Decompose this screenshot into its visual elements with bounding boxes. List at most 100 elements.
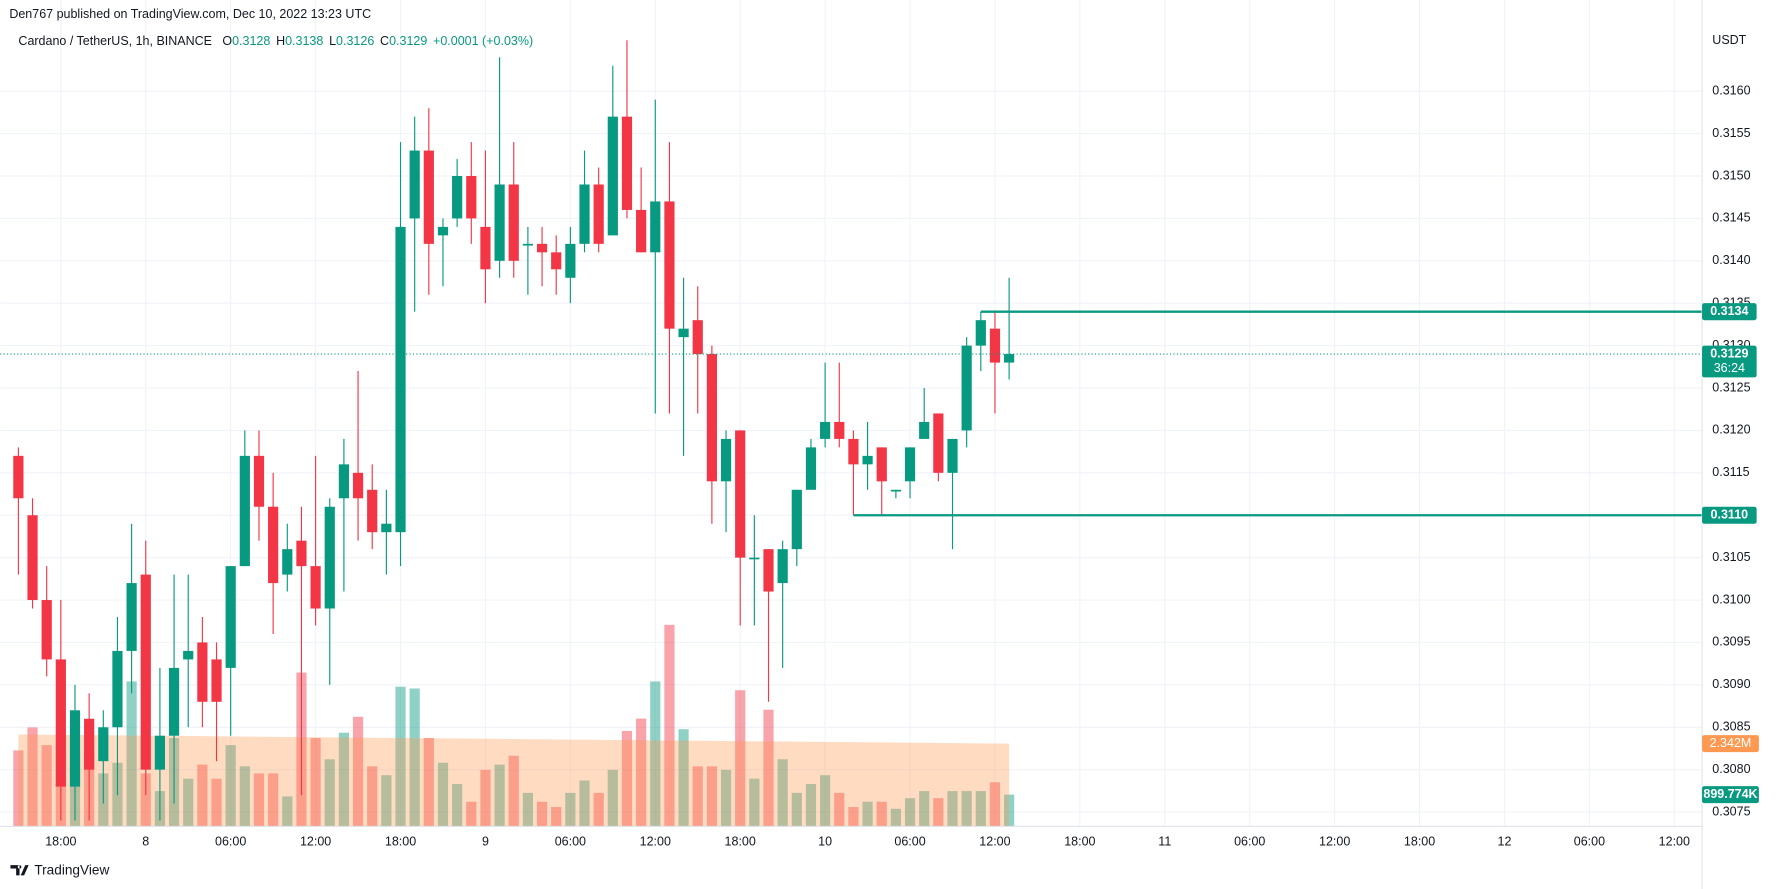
legend-label: C: [380, 34, 389, 48]
candle-body: [834, 421, 845, 439]
candle-body: [154, 735, 166, 770]
volume-bar: [551, 807, 562, 827]
volume-bar: [126, 681, 137, 827]
candle-body: [876, 447, 887, 482]
x-tick-label: 18:00: [45, 835, 76, 849]
volume-bar: [720, 769, 732, 827]
candle-body: [749, 557, 760, 560]
candle-body: [805, 447, 817, 490]
volume-bar: [239, 766, 250, 827]
candle-body: [27, 515, 38, 601]
volume-bar: [678, 729, 689, 827]
level-label-bg: [1702, 303, 1757, 321]
y-tick-label: 0.3115: [1712, 465, 1749, 479]
candle-body: [720, 438, 732, 482]
header: Den767 published on TradingView.com, Dec…: [9, 7, 371, 21]
volume-bar: [735, 690, 746, 827]
y-tick-label: 0.3100: [1712, 592, 1750, 606]
candle-body: [183, 650, 194, 660]
candle-body: [381, 523, 392, 533]
x-tick-label: 06:00: [555, 835, 586, 849]
volume-bar: [268, 773, 279, 827]
tradingview-logo: [10, 865, 29, 876]
current-price-label: 0.3129: [1710, 346, 1748, 360]
volume-bar: [763, 709, 774, 827]
volume-bar: [876, 801, 887, 827]
candle-body: [706, 354, 717, 482]
candle-body: [324, 506, 335, 609]
candle-body: [820, 421, 831, 439]
candle-body: [621, 116, 633, 210]
candle-body: [522, 243, 533, 246]
candle-body: [919, 421, 930, 439]
x-tick-label: 18:00: [725, 835, 756, 849]
x-tick-label: 12:00: [640, 835, 671, 849]
legend-label: H: [276, 34, 285, 48]
candle-body: [692, 320, 703, 355]
x-tick-label: 18:00: [1064, 835, 1095, 849]
legend-label: L: [329, 34, 336, 48]
volume-bar: [565, 792, 576, 827]
candle-body: [480, 226, 491, 270]
candle-body: [848, 438, 859, 465]
level-label-bg: [1702, 506, 1757, 524]
volume-bar: [692, 766, 703, 827]
candle-body: [310, 566, 321, 609]
volume-bar: [593, 792, 604, 827]
level-label: 0.3110: [1711, 508, 1749, 522]
candle-body: [197, 642, 208, 702]
candle-body: [607, 116, 618, 236]
current-price-bg: [1702, 345, 1757, 378]
overlay: [0, 310, 1703, 517]
volume-bar: [805, 784, 817, 827]
x-tick-label: 10: [818, 835, 832, 849]
candle-body: [466, 176, 477, 219]
y-tick-label: 0.3155: [1712, 126, 1750, 140]
volume-bar: [1004, 794, 1015, 827]
volume-bar: [890, 808, 901, 827]
volume-bar: [791, 792, 802, 827]
y-tick-label: 0.3160: [1712, 83, 1750, 97]
candle-body: [112, 650, 123, 728]
volume-bar: [834, 792, 845, 827]
y-tick-label: 0.3140: [1712, 253, 1750, 267]
volume-bar: [947, 791, 958, 827]
candle-body: [791, 489, 802, 550]
candle-body: [352, 472, 364, 499]
candles: [13, 40, 1015, 821]
candle-body: [395, 226, 406, 533]
y-tick-label: 0.3145: [1712, 211, 1750, 225]
volume-bar: [777, 759, 788, 827]
candle-body: [84, 718, 95, 770]
candle-body: [947, 438, 958, 473]
candle-body: [13, 455, 24, 499]
candle-body: [551, 252, 562, 270]
volume-bar: [324, 759, 335, 827]
candle-body: [437, 226, 449, 236]
volume-bar: [437, 762, 449, 827]
candle-body: [55, 659, 66, 787]
candle-body: [282, 549, 293, 575]
volume-bar: [409, 688, 420, 827]
volume-bar: [961, 791, 972, 827]
currency-bg: [1703, 31, 1783, 53]
candle-body: [41, 600, 52, 660]
volume-bar: [211, 778, 222, 827]
volume-bar: [352, 716, 364, 827]
x-tick-label: 06:00: [1574, 835, 1605, 849]
candle-body: [664, 201, 675, 329]
candle-body: [409, 150, 420, 219]
x-tick-label: 12:00: [1319, 835, 1350, 849]
footer: TradingView: [34, 862, 109, 877]
volume-bar: [338, 732, 350, 827]
y-tick-label: 0.3120: [1712, 423, 1750, 437]
volume-bar: [904, 798, 916, 827]
candle-body: [452, 176, 463, 219]
volume-bar: [650, 681, 661, 827]
volume-bar: [282, 796, 293, 827]
candle-body: [253, 455, 265, 507]
x-tick-label: 06:00: [1234, 835, 1265, 849]
x-tick-label: 12:00: [300, 835, 331, 849]
countdown: 36:24: [1714, 361, 1745, 375]
volume-bar: [480, 769, 491, 827]
